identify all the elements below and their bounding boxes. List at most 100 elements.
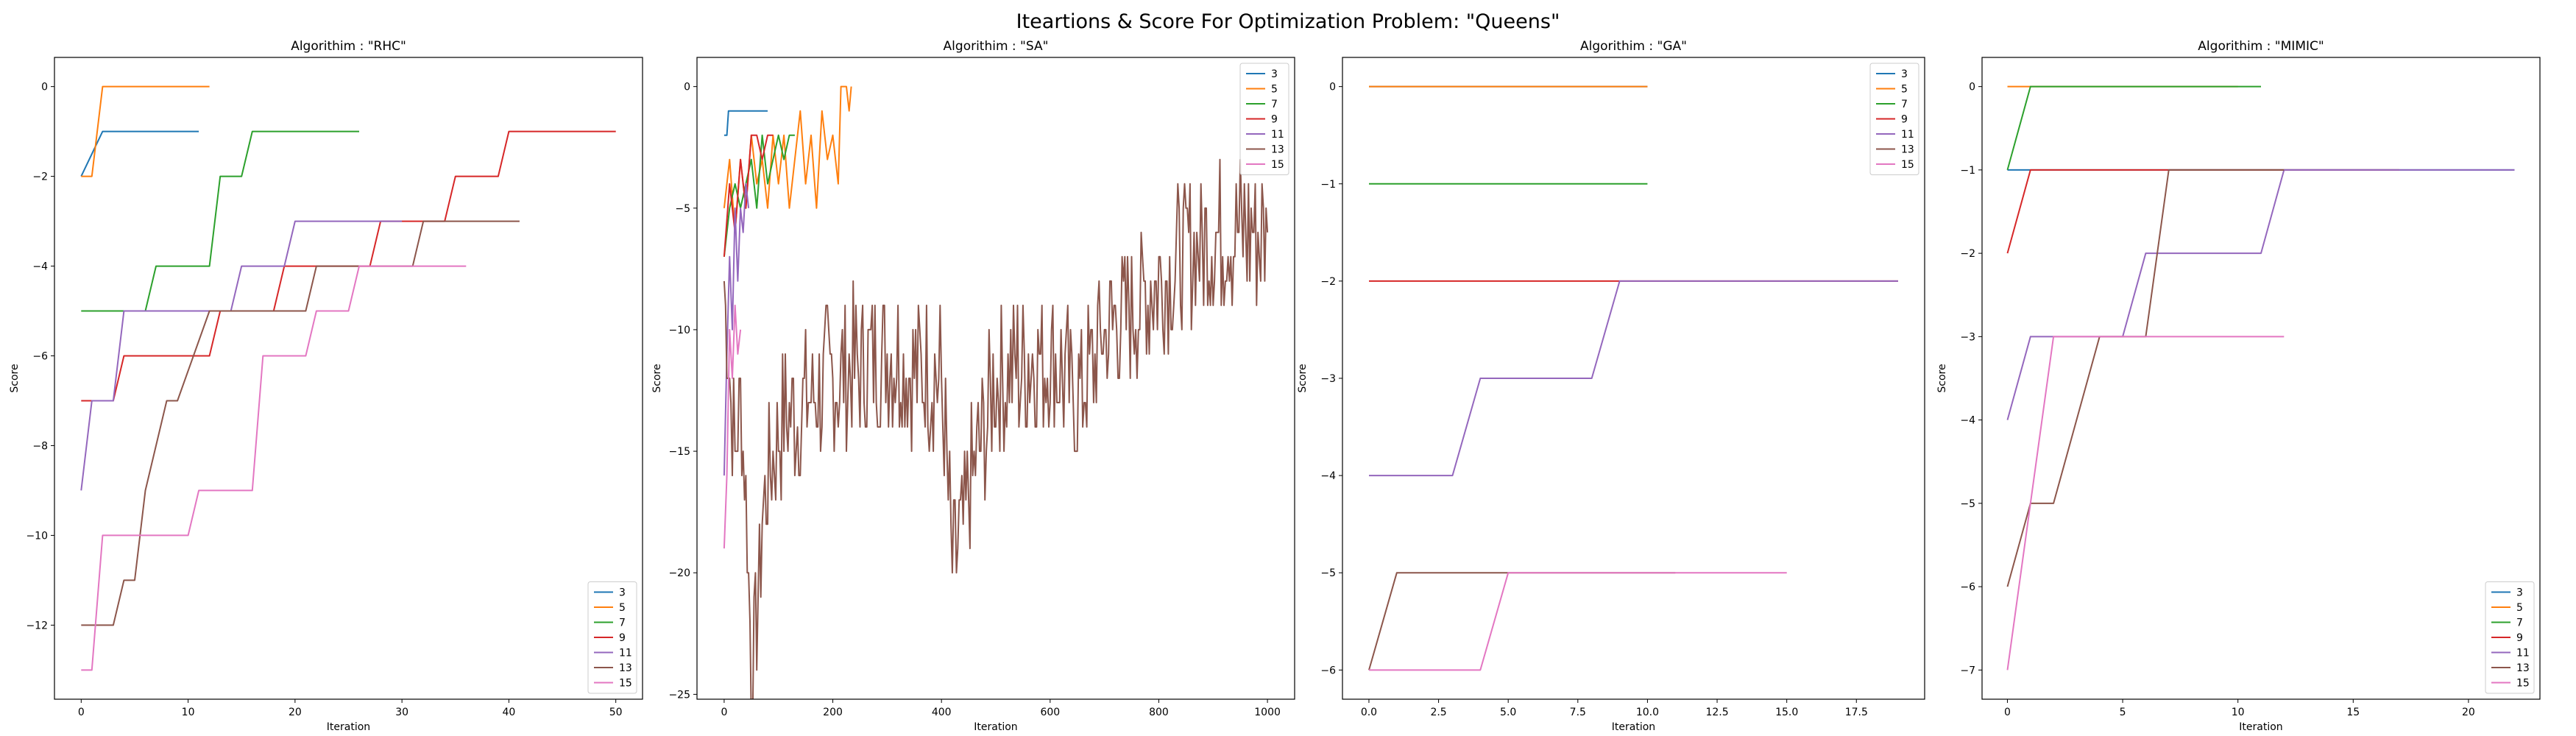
series-line-15 [81, 265, 467, 671]
legend-label-3: 3 [619, 587, 626, 599]
legend: 3 5 7 9 11 13 15 [1869, 63, 1919, 175]
series-line-7 [81, 130, 359, 312]
y-tick-label: −8 [32, 440, 48, 452]
legend: 3 5 7 9 11 13 15 [587, 581, 637, 694]
series-lines [80, 85, 616, 671]
series-line-11 [723, 183, 750, 476]
x-tick-label: 15.0 [1775, 707, 1798, 718]
y-tick-label: −5 [675, 203, 690, 215]
legend-label-11: 11 [619, 648, 632, 659]
legend-label-9: 9 [1901, 114, 1908, 126]
legend-label-5: 5 [2516, 602, 2523, 614]
legend-label-5: 5 [619, 602, 626, 614]
series-line-15 [723, 304, 742, 549]
x-tick-label: 30 [395, 707, 408, 718]
legend-label-15: 15 [619, 678, 632, 690]
y-tick-label: −2 [32, 171, 48, 183]
series-line-3 [723, 110, 768, 136]
legend: 3 5 7 9 11 13 15 [2485, 581, 2535, 694]
legend-label-5: 5 [1271, 84, 1278, 96]
legend-label-9: 9 [619, 632, 626, 644]
series-line-3 [80, 130, 199, 177]
series-line-11 [2006, 169, 2515, 420]
x-tick-label: 0 [2004, 707, 2011, 718]
series-line-13 [723, 158, 1269, 699]
y-tick-label: −6 [1320, 665, 1336, 676]
y-tick-label: −4 [32, 261, 48, 273]
series-line-11 [1369, 280, 1898, 477]
x-tick-label: 800 [1149, 707, 1169, 718]
axes-frame [54, 57, 643, 700]
axes-frame [1981, 57, 2541, 700]
x-tick-label: 17.5 [1845, 707, 1868, 718]
x-tick-label: 7.5 [1570, 707, 1586, 718]
y-tick-label: −4 [1960, 415, 1975, 427]
panel-title: Algorithim : "SA" [944, 39, 1049, 54]
series-line-15 [2006, 336, 2285, 670]
x-tick-label: 10.0 [1636, 707, 1659, 718]
y-tick-label: −6 [1960, 581, 1975, 593]
y-tick-label: −6 [32, 351, 48, 363]
series-line-13 [2006, 169, 2285, 587]
y-tick-label: −5 [1960, 498, 1975, 510]
y-tick-label: 0 [1329, 82, 1336, 93]
axes-frame [696, 57, 1295, 700]
x-tick-label: 600 [1040, 707, 1060, 718]
series-line-7 [723, 134, 795, 257]
y-tick-label: −20 [668, 567, 690, 579]
y-axis-label: Score [1297, 364, 1309, 392]
x-tick-label: 50 [609, 707, 623, 718]
y-tick-label: −3 [1320, 373, 1336, 385]
legend-label-9: 9 [2516, 632, 2523, 644]
legend-label-11: 11 [2516, 648, 2530, 659]
x-axis-label: Iteration [974, 721, 1017, 733]
x-tick-label: 1000 [1254, 707, 1281, 718]
x-tick-label: 0.0 [1361, 707, 1377, 718]
legend-label-15: 15 [1271, 159, 1284, 171]
x-tick-label: 0 [78, 707, 85, 718]
y-tick-label: −12 [26, 620, 48, 631]
y-tick-label: −15 [668, 446, 690, 458]
legend-label-3: 3 [1271, 68, 1278, 80]
y-tick-label: −10 [668, 325, 690, 336]
legend-label-3: 3 [2516, 587, 2523, 599]
legend-label-5: 5 [1901, 84, 1908, 96]
legend-label-15: 15 [1901, 159, 1914, 171]
series-line-7 [2006, 85, 2261, 171]
series-lines [1368, 85, 1898, 671]
x-tick-label: 5.0 [1500, 707, 1516, 718]
legend: 3 5 7 9 11 13 15 [1239, 63, 1289, 175]
legend-label-7: 7 [1901, 99, 1908, 110]
legend-label-11: 11 [1271, 129, 1284, 141]
figure-title: Iteartions & Score For Optimization Prob… [1016, 10, 1560, 33]
chart-panel-2: Algorithim : "SA" 0 200 400 600 800 1000 0 −5 −10… [651, 39, 1295, 733]
series-lines [723, 85, 1269, 699]
panel-title: Algorithim : "GA" [1580, 39, 1687, 54]
y-tick-label: 0 [684, 82, 690, 93]
chart-panel-4: Algorithim : "MIMIC" 0 5 10 15 20 0 −1 −2 −3 −4 −5 −… [1936, 39, 2541, 733]
y-tick-label: −7 [1960, 665, 1975, 676]
x-tick-label: 5 [2120, 707, 2126, 718]
legend-label-15: 15 [2516, 678, 2530, 690]
y-tick-label: −4 [1320, 470, 1336, 482]
y-tick-label: −10 [26, 530, 48, 542]
series-line-13 [1368, 572, 1676, 670]
panel-title: Algorithim : "RHC" [291, 39, 406, 54]
x-axis-label: Iteration [2239, 721, 2282, 733]
legend-label-13: 13 [619, 662, 632, 674]
y-tick-label: 0 [1969, 82, 1975, 93]
legend-label-11: 11 [1901, 129, 1914, 141]
legend-label-13: 13 [1901, 144, 1914, 156]
x-tick-label: 15 [2346, 707, 2360, 718]
x-tick-label: 200 [823, 707, 843, 718]
y-tick-label: −2 [1960, 248, 1975, 260]
x-tick-label: 0 [721, 707, 727, 718]
y-tick-label: −25 [668, 689, 690, 701]
series-line-13 [81, 220, 520, 626]
axes-frame [1342, 57, 1925, 700]
series-lines [2006, 85, 2515, 670]
x-axis-label: Iteration [327, 721, 370, 733]
y-tick-label: −3 [1960, 331, 1975, 343]
x-tick-label: 20 [289, 707, 302, 718]
